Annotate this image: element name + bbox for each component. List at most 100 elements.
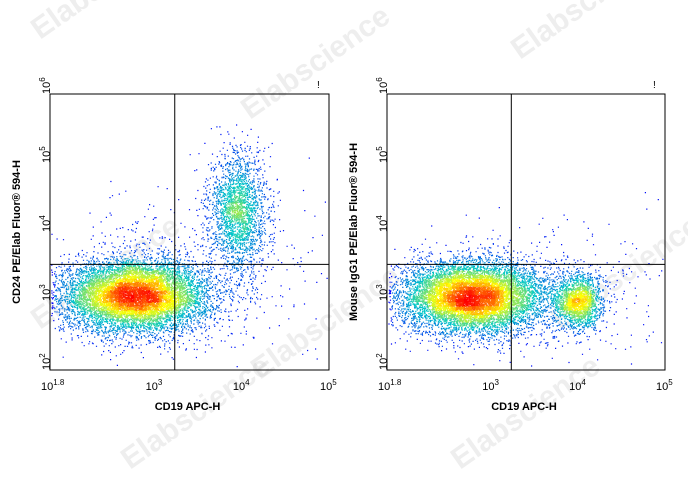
density-dot-group bbox=[447, 294, 452, 300]
density-dot-group bbox=[130, 290, 136, 296]
density-dot-group bbox=[126, 306, 131, 312]
density-dot-group bbox=[106, 282, 148, 312]
y-tick-label: 104 bbox=[375, 215, 390, 232]
density-dot-group bbox=[491, 278, 497, 284]
density-dots bbox=[51, 124, 328, 368]
density-dot-group bbox=[447, 271, 452, 276]
density-dot-group bbox=[150, 274, 156, 279]
density-dot-group bbox=[487, 278, 500, 315]
density-dot-group bbox=[114, 290, 120, 295]
density-dot-group bbox=[146, 290, 151, 295]
density-dot-group bbox=[471, 290, 477, 296]
density-dot-group bbox=[443, 302, 449, 308]
density-dot-group bbox=[455, 310, 460, 316]
plot-frame bbox=[49, 93, 330, 371]
y-axis-label: CD24 PE/Elab Fluor® 594-H bbox=[11, 160, 23, 304]
y-tick-label: 104 bbox=[38, 215, 53, 232]
density-dot-group bbox=[431, 278, 445, 291]
density-dot-group bbox=[166, 282, 176, 315]
density-dot-group bbox=[499, 290, 505, 295]
density-dot-group bbox=[471, 286, 476, 292]
density-dot-group bbox=[158, 318, 163, 323]
density-dot-group bbox=[226, 202, 231, 207]
density-dot-group bbox=[503, 298, 593, 311]
density-dot-group bbox=[90, 266, 139, 311]
density-dot-group bbox=[491, 306, 497, 312]
density-dot-group bbox=[511, 290, 525, 312]
density-dot-group bbox=[483, 302, 488, 308]
density-dot-group bbox=[439, 278, 488, 296]
x-tick-label: 105 bbox=[320, 378, 337, 393]
density-dot-group bbox=[463, 306, 481, 311]
density-dot-group bbox=[475, 302, 480, 308]
density-dot-group bbox=[78, 286, 84, 291]
y-tick-labels: 102 103 104 105 106 bbox=[38, 77, 53, 370]
density-dot-group bbox=[455, 294, 461, 300]
density-dot-group bbox=[451, 294, 457, 300]
density-dot-group bbox=[483, 310, 492, 315]
x-tick-label: 104 bbox=[233, 378, 250, 393]
density-dot-group bbox=[130, 310, 135, 315]
density-dot-group bbox=[463, 266, 469, 271]
density-dot-group bbox=[134, 282, 164, 295]
density-dot-group bbox=[142, 290, 152, 300]
density-dot-group bbox=[423, 290, 429, 295]
plot-cd24: 101.8 103 104 105 102 103 104 105 106 CD19 APC-… bbox=[11, 77, 337, 413]
density-dot-group bbox=[575, 290, 580, 296]
density-dot-group bbox=[563, 294, 596, 316]
x-axis-label: CD19 APC-H bbox=[491, 401, 557, 413]
density-dot-group bbox=[178, 294, 187, 307]
density-dot-group bbox=[146, 298, 152, 303]
density-dot-group bbox=[491, 290, 496, 296]
density-dot-group bbox=[459, 318, 464, 323]
density-dot-group bbox=[142, 278, 148, 284]
density-dot-group bbox=[150, 294, 164, 307]
density-dot-group bbox=[531, 294, 596, 323]
density-dot-group bbox=[122, 294, 127, 300]
density-dot-group bbox=[86, 214, 236, 324]
density-dot-group bbox=[150, 286, 156, 292]
density-dot-group bbox=[483, 294, 489, 300]
density-dot-group bbox=[134, 282, 148, 312]
density-dot-group bbox=[110, 282, 155, 311]
density-dot-group bbox=[126, 298, 131, 304]
density-dot-group bbox=[118, 298, 124, 304]
density-dot-group bbox=[126, 294, 131, 300]
density-dot-group bbox=[475, 314, 481, 319]
density-dot-group bbox=[162, 298, 175, 308]
density-dot-group bbox=[174, 286, 179, 291]
density-dot-group bbox=[467, 286, 489, 311]
density-dot-group bbox=[459, 294, 465, 300]
density-dot-group bbox=[467, 290, 477, 303]
density-dot-group bbox=[158, 286, 164, 292]
density-dot-group bbox=[162, 306, 168, 312]
density-dot-group bbox=[186, 298, 191, 303]
density-dot-group bbox=[455, 298, 464, 304]
x-tick-label: 103 bbox=[146, 378, 163, 393]
density-dot-group bbox=[435, 278, 465, 312]
density-dot-group bbox=[415, 282, 529, 299]
density-dot-group bbox=[114, 310, 119, 315]
y-tick-label: 103 bbox=[375, 284, 390, 301]
density-dot-group bbox=[467, 294, 477, 308]
density-dot-group bbox=[467, 282, 493, 288]
density-dot-group bbox=[451, 290, 456, 295]
density-dot-group bbox=[102, 282, 108, 287]
density-dot-group bbox=[86, 274, 103, 312]
x-tick-labels: 101.8 103 104 105 bbox=[41, 378, 337, 393]
density-dot-group bbox=[487, 274, 493, 279]
density-dot-group bbox=[130, 294, 136, 300]
density-dot-group bbox=[463, 302, 469, 308]
density-dot-group bbox=[138, 282, 144, 288]
density-dot-group bbox=[114, 286, 147, 308]
density-dot-group bbox=[575, 298, 581, 303]
density-dot-group bbox=[400, 258, 604, 338]
density-dot-group bbox=[122, 298, 163, 308]
density-dot-group bbox=[443, 294, 449, 300]
density-dot-group bbox=[451, 302, 457, 307]
density-dot-group bbox=[431, 290, 472, 323]
density-dot-group bbox=[138, 298, 171, 315]
density-dots bbox=[388, 192, 664, 367]
density-dot-group bbox=[575, 294, 585, 308]
